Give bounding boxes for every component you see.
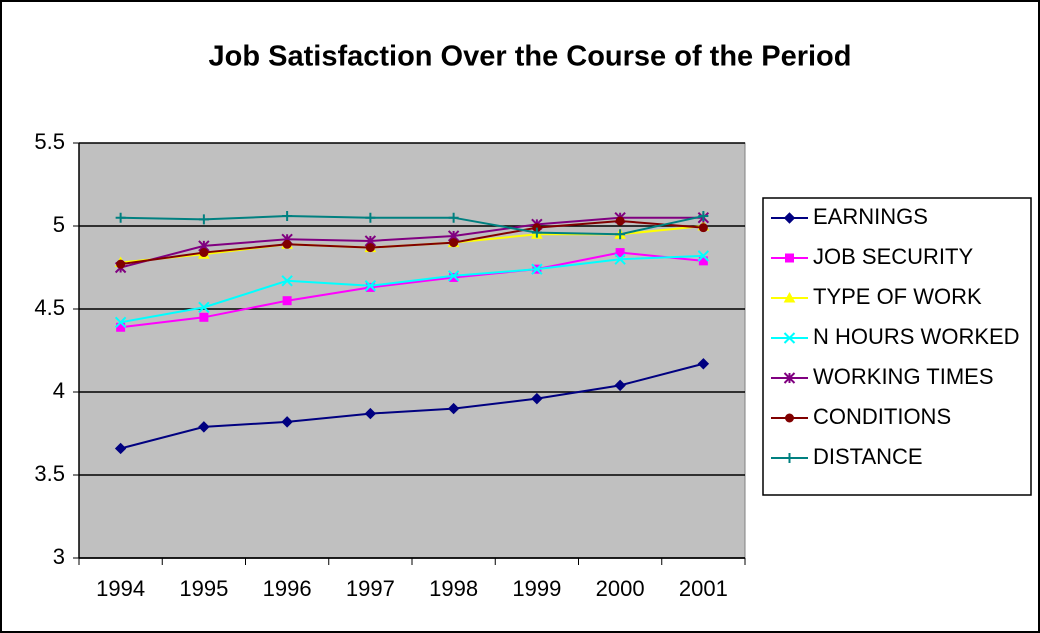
data-point	[614, 379, 626, 392]
data-point	[282, 239, 292, 249]
data-point	[447, 270, 460, 282]
y-tick-label: 4	[53, 378, 65, 403]
y-tick-label: 3	[53, 544, 65, 569]
series-line	[120, 254, 704, 324]
legend-label: TYPE OF WORK	[813, 284, 982, 309]
legend-marker	[783, 212, 796, 224]
y-tick-label: 5.5	[34, 129, 65, 154]
data-point	[449, 238, 459, 248]
data-point	[115, 212, 126, 223]
data-point	[615, 229, 626, 240]
data-point	[365, 282, 375, 292]
data-point	[447, 402, 460, 415]
data-point	[199, 312, 209, 322]
data-point	[281, 275, 293, 287]
x-tick-label: 1994	[96, 576, 145, 601]
series-line	[120, 251, 704, 329]
x-tick-label: 1996	[263, 576, 312, 601]
data-point	[198, 301, 210, 314]
legend	[762, 197, 1032, 496]
y-tick-label: 4.5	[34, 295, 65, 320]
data-point	[114, 316, 127, 328]
legend-label: JOB SECURITY	[813, 244, 973, 269]
data-point	[698, 223, 708, 233]
legend-label: WORKING TIMES	[813, 364, 994, 389]
data-point	[615, 248, 625, 258]
data-point	[282, 211, 293, 222]
data-point	[199, 248, 209, 258]
x-tick-label: 1995	[179, 576, 228, 601]
chart-title: Job Satisfaction Over the Course of the …	[209, 41, 852, 73]
legend-label: CONDITIONS	[813, 404, 951, 429]
legend-label: DISTANCE	[813, 444, 923, 469]
x-tick-label: 2001	[679, 576, 728, 601]
data-point	[114, 442, 127, 455]
data-point	[449, 272, 459, 282]
data-point	[615, 216, 625, 226]
data-point	[614, 253, 626, 265]
data-point	[448, 212, 459, 223]
x-tick-label: 1999	[512, 576, 561, 601]
series-line	[120, 220, 704, 266]
plot-area	[78, 142, 746, 559]
x-tick-label: 1998	[429, 576, 478, 601]
data-point	[364, 407, 377, 420]
data-point	[365, 243, 375, 253]
legend-marker	[785, 413, 794, 423]
data-point	[531, 227, 542, 238]
data-point	[698, 211, 709, 222]
legend-marker	[784, 453, 795, 463]
data-point	[697, 250, 710, 262]
data-point	[281, 416, 293, 428]
data-point	[364, 280, 377, 292]
legend-label: N HOURS WORKED	[813, 324, 1020, 349]
series-line	[120, 215, 704, 236]
x-tick-label: 1997	[346, 576, 395, 601]
data-point	[697, 358, 710, 370]
data-point	[116, 259, 126, 269]
legend-marker	[783, 372, 796, 384]
data-point	[198, 214, 209, 225]
series-line	[120, 362, 704, 450]
legend-marker	[783, 332, 796, 344]
series-line	[120, 216, 704, 269]
x-tick-label: 2000	[596, 576, 645, 601]
data-point	[531, 263, 543, 275]
legend-marker	[785, 253, 794, 263]
y-tick-label: 3.5	[34, 461, 65, 486]
data-point	[531, 392, 543, 405]
data-point	[282, 296, 292, 306]
legend-label: EARNINGS	[813, 204, 928, 229]
data-point	[198, 421, 210, 433]
data-point	[365, 212, 376, 223]
legend-marker	[783, 291, 796, 303]
y-tick-label: 5	[53, 212, 65, 237]
